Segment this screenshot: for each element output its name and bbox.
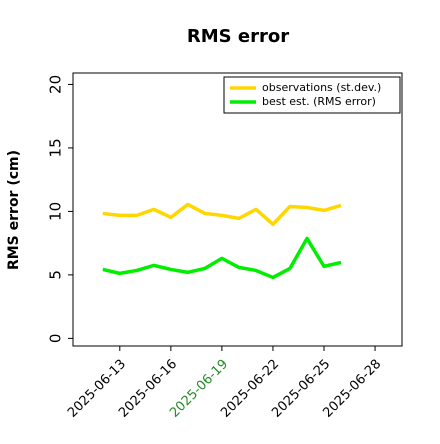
line-series <box>102 236 342 280</box>
y-tick-label: 15 <box>47 138 65 157</box>
y-tick-label: 0 <box>47 334 65 344</box>
y-axis-label: RMS error (cm) <box>6 150 22 270</box>
y-tick-label: 5 <box>47 270 65 280</box>
plot-frame <box>72 72 403 347</box>
chart-title: RMS error <box>187 26 289 47</box>
legend-label: observations (st.dev.) <box>262 81 381 94</box>
y-tick-label: 20 <box>47 75 65 94</box>
legend-label: best est. (RMS error) <box>262 95 376 108</box>
y-tick-label: 10 <box>47 202 65 221</box>
line-series <box>102 202 342 227</box>
legend-box <box>223 76 401 114</box>
